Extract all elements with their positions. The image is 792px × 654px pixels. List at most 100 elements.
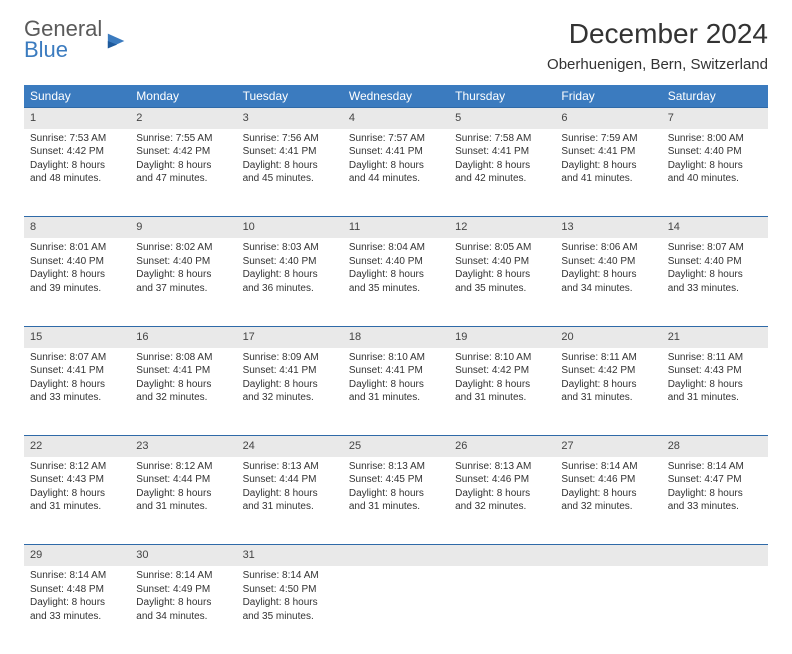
daylight-text: and 39 minutes. bbox=[30, 282, 124, 296]
sunrise-text: Sunrise: 8:13 AM bbox=[243, 460, 337, 474]
weekday-header: Friday bbox=[555, 85, 661, 108]
day-cell: Sunrise: 8:14 AMSunset: 4:47 PMDaylight:… bbox=[662, 457, 768, 545]
sunrise-text: Sunrise: 7:57 AM bbox=[349, 132, 443, 146]
day-cell bbox=[555, 566, 661, 654]
day-number: 4 bbox=[343, 108, 449, 129]
title-block: December 2024 Oberhuenigen, Bern, Switze… bbox=[547, 18, 768, 73]
sunrise-text: Sunrise: 8:07 AM bbox=[30, 351, 124, 365]
sunset-text: Sunset: 4:41 PM bbox=[455, 145, 549, 159]
daylight-text: and 35 minutes. bbox=[455, 282, 549, 296]
sunset-text: Sunset: 4:41 PM bbox=[349, 364, 443, 378]
daylight-text: Daylight: 8 hours bbox=[455, 487, 549, 501]
day-cell: Sunrise: 8:11 AMSunset: 4:43 PMDaylight:… bbox=[662, 348, 768, 436]
daylight-text: and 36 minutes. bbox=[243, 282, 337, 296]
day-number: 22 bbox=[24, 436, 130, 457]
day-number: 11 bbox=[343, 217, 449, 238]
sunset-text: Sunset: 4:41 PM bbox=[243, 364, 337, 378]
sunrise-text: Sunrise: 8:00 AM bbox=[668, 132, 762, 146]
daylight-text: and 42 minutes. bbox=[455, 172, 549, 186]
daylight-text: Daylight: 8 hours bbox=[668, 487, 762, 501]
day-cell: Sunrise: 8:13 AMSunset: 4:44 PMDaylight:… bbox=[237, 457, 343, 545]
sunrise-text: Sunrise: 8:09 AM bbox=[243, 351, 337, 365]
daynum-row: 1234567 bbox=[24, 108, 768, 129]
day-cell: Sunrise: 7:56 AMSunset: 4:41 PMDaylight:… bbox=[237, 129, 343, 217]
daylight-text: and 32 minutes. bbox=[136, 391, 230, 405]
sunrise-text: Sunrise: 8:12 AM bbox=[30, 460, 124, 474]
sunrise-text: Sunrise: 8:05 AM bbox=[455, 241, 549, 255]
sunrise-text: Sunrise: 8:14 AM bbox=[668, 460, 762, 474]
daylight-text: and 31 minutes. bbox=[136, 500, 230, 514]
daylight-text: and 34 minutes. bbox=[561, 282, 655, 296]
weekday-header: Monday bbox=[130, 85, 236, 108]
daylight-text: Daylight: 8 hours bbox=[668, 159, 762, 173]
sunrise-text: Sunrise: 7:55 AM bbox=[136, 132, 230, 146]
daylight-text: Daylight: 8 hours bbox=[136, 378, 230, 392]
sunset-text: Sunset: 4:41 PM bbox=[561, 145, 655, 159]
day-cell: Sunrise: 8:02 AMSunset: 4:40 PMDaylight:… bbox=[130, 238, 236, 326]
daylight-text: and 37 minutes. bbox=[136, 282, 230, 296]
day-cell bbox=[662, 566, 768, 654]
sunset-text: Sunset: 4:42 PM bbox=[455, 364, 549, 378]
day-cell: Sunrise: 8:12 AMSunset: 4:44 PMDaylight:… bbox=[130, 457, 236, 545]
day-cell: Sunrise: 8:11 AMSunset: 4:42 PMDaylight:… bbox=[555, 348, 661, 436]
day-cell: Sunrise: 8:07 AMSunset: 4:40 PMDaylight:… bbox=[662, 238, 768, 326]
sunrise-text: Sunrise: 8:07 AM bbox=[668, 241, 762, 255]
day-cell: Sunrise: 8:10 AMSunset: 4:42 PMDaylight:… bbox=[449, 348, 555, 436]
logo-flag-icon bbox=[106, 30, 128, 52]
day-number: 10 bbox=[237, 217, 343, 238]
day-number: 1 bbox=[24, 108, 130, 129]
sunrise-text: Sunrise: 8:01 AM bbox=[30, 241, 124, 255]
day-number: 21 bbox=[662, 326, 768, 347]
sunrise-text: Sunrise: 8:03 AM bbox=[243, 241, 337, 255]
daylight-text: and 31 minutes. bbox=[349, 391, 443, 405]
daylight-text: and 31 minutes. bbox=[561, 391, 655, 405]
daylight-text: Daylight: 8 hours bbox=[136, 487, 230, 501]
day-number: 29 bbox=[24, 545, 130, 566]
day-number bbox=[449, 545, 555, 566]
day-number bbox=[343, 545, 449, 566]
sunrise-text: Sunrise: 8:04 AM bbox=[349, 241, 443, 255]
day-cell bbox=[343, 566, 449, 654]
daylight-text: Daylight: 8 hours bbox=[455, 268, 549, 282]
day-cell: Sunrise: 8:14 AMSunset: 4:49 PMDaylight:… bbox=[130, 566, 236, 654]
daylight-text: Daylight: 8 hours bbox=[30, 596, 124, 610]
daylight-text: and 33 minutes. bbox=[30, 391, 124, 405]
day-number: 16 bbox=[130, 326, 236, 347]
sunrise-text: Sunrise: 8:14 AM bbox=[243, 569, 337, 583]
day-cell: Sunrise: 8:04 AMSunset: 4:40 PMDaylight:… bbox=[343, 238, 449, 326]
day-number: 27 bbox=[555, 436, 661, 457]
sunset-text: Sunset: 4:44 PM bbox=[136, 473, 230, 487]
sunset-text: Sunset: 4:42 PM bbox=[30, 145, 124, 159]
daylight-text: and 32 minutes. bbox=[455, 500, 549, 514]
day-cell: Sunrise: 8:14 AMSunset: 4:48 PMDaylight:… bbox=[24, 566, 130, 654]
day-cell: Sunrise: 8:06 AMSunset: 4:40 PMDaylight:… bbox=[555, 238, 661, 326]
sunset-text: Sunset: 4:48 PM bbox=[30, 583, 124, 597]
weekday-header: Sunday bbox=[24, 85, 130, 108]
daylight-text: Daylight: 8 hours bbox=[349, 268, 443, 282]
daylight-text: Daylight: 8 hours bbox=[455, 159, 549, 173]
daylight-text: and 32 minutes. bbox=[243, 391, 337, 405]
sunrise-text: Sunrise: 8:12 AM bbox=[136, 460, 230, 474]
sunset-text: Sunset: 4:41 PM bbox=[349, 145, 443, 159]
daylight-text: Daylight: 8 hours bbox=[243, 159, 337, 173]
daylight-text: and 31 minutes. bbox=[30, 500, 124, 514]
day-cell: Sunrise: 8:00 AMSunset: 4:40 PMDaylight:… bbox=[662, 129, 768, 217]
sunset-text: Sunset: 4:41 PM bbox=[30, 364, 124, 378]
day-cell: Sunrise: 8:05 AMSunset: 4:40 PMDaylight:… bbox=[449, 238, 555, 326]
daylight-text: and 31 minutes. bbox=[455, 391, 549, 405]
sunset-text: Sunset: 4:42 PM bbox=[561, 364, 655, 378]
daylight-text: Daylight: 8 hours bbox=[243, 378, 337, 392]
sunset-text: Sunset: 4:40 PM bbox=[668, 255, 762, 269]
sunset-text: Sunset: 4:40 PM bbox=[349, 255, 443, 269]
daynum-row: 22232425262728 bbox=[24, 436, 768, 457]
daylight-text: and 41 minutes. bbox=[561, 172, 655, 186]
day-cell: Sunrise: 7:55 AMSunset: 4:42 PMDaylight:… bbox=[130, 129, 236, 217]
day-cell: Sunrise: 8:03 AMSunset: 4:40 PMDaylight:… bbox=[237, 238, 343, 326]
detail-row: Sunrise: 8:01 AMSunset: 4:40 PMDaylight:… bbox=[24, 238, 768, 326]
sunrise-text: Sunrise: 8:11 AM bbox=[561, 351, 655, 365]
day-cell: Sunrise: 8:08 AMSunset: 4:41 PMDaylight:… bbox=[130, 348, 236, 436]
day-number: 26 bbox=[449, 436, 555, 457]
sunset-text: Sunset: 4:45 PM bbox=[349, 473, 443, 487]
detail-row: Sunrise: 8:07 AMSunset: 4:41 PMDaylight:… bbox=[24, 348, 768, 436]
daylight-text: Daylight: 8 hours bbox=[668, 268, 762, 282]
